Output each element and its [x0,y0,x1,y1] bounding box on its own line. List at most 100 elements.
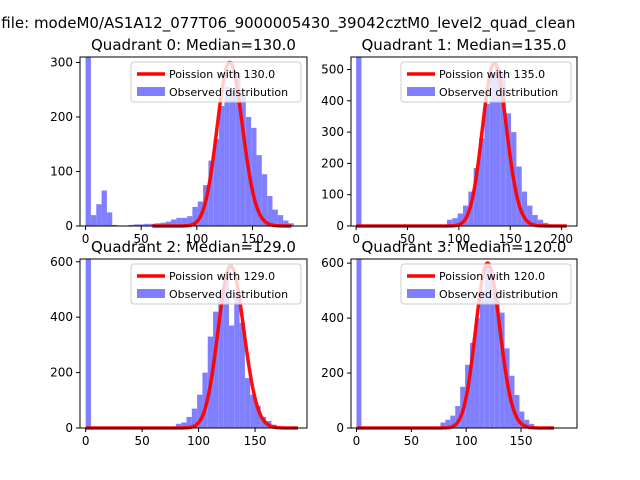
histogram-bar [187,216,193,226]
histogram-bar [489,72,496,227]
histogram-bar [267,196,273,226]
histogram-bar [133,224,139,226]
legend-observed-swatch [407,87,435,96]
histogram-bar [106,212,113,226]
histogram-bar [356,259,362,428]
histogram-bar [85,57,91,226]
axes-frame [79,258,308,429]
x-tick-label: 100 [187,434,210,448]
x-tick-label: 0 [82,232,90,246]
histogram-bar [213,311,219,428]
histogram-bar [244,378,251,428]
legend-observed-label: Observed distribution [169,86,288,99]
histogram-bar [495,67,501,226]
histogram-bar [218,289,224,428]
histogram-bar [251,127,257,226]
histogram-bar [527,205,533,226]
histogram-bar [519,411,525,428]
histogram-bar [250,394,256,428]
x-tick-label: 50 [404,434,419,448]
histogram-bar [489,274,495,428]
histogram-bar [479,293,485,428]
histogram-bar [90,215,97,226]
x-tick-label: 150 [244,434,267,448]
histogram-bar [283,220,289,226]
y-tick-label: 0 [65,219,73,233]
histogram-bar [450,415,456,428]
histogram-bar [484,265,490,428]
y-tick-label: 100 [50,164,73,178]
y-tick-label: 600 [321,256,344,270]
figure-suptitle: n file: modeM0/AS1A12_077T06_9000005430_… [0,14,576,33]
y-tick-label: 600 [50,255,73,269]
histogram-bar [524,419,530,428]
histogram-bar [171,219,177,226]
histogram-bar [240,95,246,226]
histogram-bar [85,259,91,428]
histogram-bar [452,218,458,226]
histogram-bar [505,113,512,226]
histogram-bar [213,138,220,226]
histogram-bar [224,86,230,226]
legend-observed-label: Observed distribution [169,288,288,301]
legend-box [400,61,572,103]
y-tick-label: 200 [50,110,73,124]
histogram-bar [181,217,188,226]
x-tick-label: 50 [134,434,149,448]
histogram-bar [445,419,451,428]
histogram-bar [499,312,505,428]
chart-panel-1: 0 50 100 150 200 0 100 200 300 400 500 Quadrant 1: … [321,36,578,246]
histogram-bar [255,405,261,428]
y-tick-label: 200 [321,366,344,380]
histogram-bar [128,224,134,226]
legend-observed-label: Observed distribution [439,86,558,99]
histogram-bar [175,423,182,428]
histogram-bar [208,160,214,226]
legend-box [400,263,572,305]
histogram-bar [532,215,538,226]
histogram-bar [455,406,461,428]
legend-poisson-label: Poission with 135.0 [439,68,545,81]
y-tick-label: 300 [321,125,344,139]
legend-observed-label: Observed distribution [439,288,558,301]
legend-observed-swatch [137,289,165,298]
histogram-bar [446,219,453,226]
chart-title: Quadrant 0: Median=130.0 [91,36,296,54]
histogram-bar [440,422,446,428]
axes-frame [350,258,578,429]
histogram-bar [186,416,192,428]
axes-frame [79,56,308,227]
histogram-bar [235,73,241,226]
x-tick-label: 0 [82,434,90,448]
histogram-bar [112,224,118,226]
x-tick-label: 200 [550,232,573,246]
legend-poisson-label: Poission with 130.0 [169,68,275,81]
histogram-bar [197,394,203,428]
legend-box [130,263,302,305]
histogram-bar [457,213,463,226]
histogram-bar [470,342,475,428]
chart-panel-2: 0 50 100 150 0 200 400 600 Quadrant 2: Median=12… [50,238,308,448]
y-tick-label: 100 [321,188,344,202]
histogram-bar [192,206,198,226]
y-tick-label: 200 [50,366,73,380]
histogram-bar [223,272,229,428]
y-tick-label: 400 [50,310,73,324]
legend-observed-swatch [407,289,435,298]
x-tick-label: 100 [447,232,470,246]
y-tick-label: 400 [321,94,344,108]
y-tick-label: 400 [321,311,344,325]
chart-panel-0: 0 50 100 150 0 100 200 300 Quadrant 0: Median=13… [50,36,308,246]
histogram-bar [239,322,245,428]
legend-poisson-label: Poission with 129.0 [169,270,275,283]
histogram-bar [101,190,107,226]
x-tick-label: 50 [400,232,415,246]
histogram-bar [138,224,145,226]
x-tick-label: 100 [185,232,208,246]
histogram-bar [181,422,187,428]
histogram-bar [228,325,235,428]
y-tick-label: 0 [336,421,344,435]
x-tick-label: 50 [134,232,149,246]
histogram-bar [191,408,198,428]
